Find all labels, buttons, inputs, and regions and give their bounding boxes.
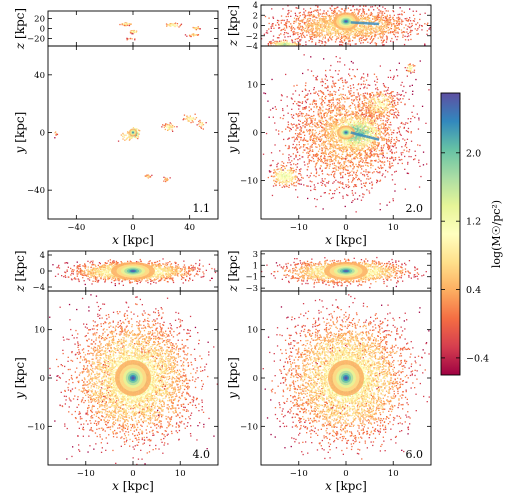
y-tick-label: 10: [247, 326, 258, 336]
z-axis-label: z [kpc]: [13, 8, 27, 50]
x-tick-label: 0: [130, 223, 135, 233]
y-tick-label: −3: [245, 284, 258, 294]
y-tick-label: 0: [40, 267, 45, 277]
y-axis-label: y [kpc]: [226, 357, 240, 400]
panel-label: 4.0: [193, 448, 211, 461]
y-tick-label: 0: [40, 129, 45, 139]
x-axis-label: x [kpc]: [325, 233, 367, 247]
y-tick-label: 0: [253, 22, 258, 32]
x-tick-label: −40: [67, 223, 85, 233]
colorbar-tick-label: 1.2: [466, 217, 481, 228]
face-on-map-2.0: [262, 54, 430, 213]
panel-4.0: −10 0 10 −10 0 10 y [kpc] x [kpc] 4.0 −4 0 4 z [kpc]: [13, 250, 219, 493]
y-tick-label: 1: [253, 261, 258, 271]
x-tick-label: 10: [175, 469, 186, 479]
y-tick-label: −20: [27, 35, 45, 45]
x-tick-label: −10: [290, 469, 308, 479]
x-tick-label: 10: [388, 223, 399, 233]
edge-on-map-4.0: [48, 258, 217, 287]
panel-label: 2.0: [406, 202, 424, 215]
y-tick-label: 4: [40, 251, 45, 261]
y-tick-label: 40: [34, 71, 45, 81]
y-tick-label: 2: [253, 11, 258, 21]
x-tick-label: 0: [343, 223, 348, 233]
edge-on-map-2.0: [261, 5, 431, 46]
colorbar-tick-label: 2.0: [466, 148, 481, 159]
colorbar: −0.4 0.4 1.2 2.0 log(M☉/pc²): [440, 92, 503, 376]
x-tick-label: −10: [77, 469, 95, 479]
y-tick-label: 0: [253, 129, 258, 139]
y-axis-label: y [kpc]: [13, 357, 27, 400]
x-tick-label: −10: [290, 223, 308, 233]
axes-frame: [47, 10, 219, 47]
y-tick-label: 10: [34, 326, 45, 336]
panel-label: 6.0: [406, 448, 424, 461]
colorbar-scale: [440, 92, 461, 376]
x-axis-label: x [kpc]: [112, 233, 154, 247]
edge-on-map-1.1: [119, 22, 201, 41]
x-tick-label: 0: [343, 469, 348, 479]
panel-label: 1.1: [193, 202, 211, 215]
x-tick-label: 40: [184, 223, 195, 233]
y-axis-label: y [kpc]: [226, 112, 240, 155]
x-tick-label: 0: [130, 469, 135, 479]
y-tick-label: 0: [253, 374, 258, 384]
x-axis-label: x [kpc]: [325, 479, 367, 493]
y-tick-label: 0: [40, 374, 45, 384]
colorbar-label: log(M☉/pc²): [490, 200, 503, 268]
face-on-map-1.1: [54, 113, 207, 183]
x-tick-label: 10: [388, 469, 399, 479]
y-axis-label: y [kpc]: [13, 112, 27, 155]
colorbar-tick-label: −0.4: [466, 353, 489, 364]
face-on-map-4.0: [49, 294, 218, 465]
y-tick-label: 4: [253, 1, 258, 11]
y-tick-label: −4: [245, 42, 258, 52]
y-tick-label: 0: [40, 25, 45, 35]
y-tick-label: −4: [32, 283, 45, 293]
face-on-map-6.0: [262, 294, 430, 460]
y-tick-label: 10: [247, 80, 258, 90]
colorbar-tick-label: 0.4: [466, 285, 481, 296]
z-axis-label: z [kpc]: [13, 250, 27, 292]
y-tick-label: −10: [240, 177, 258, 187]
y-tick-label: −10: [240, 422, 258, 432]
y-tick-label: −2: [245, 32, 258, 42]
z-axis-label: z [kpc]: [226, 5, 240, 47]
x-axis-label: x [kpc]: [112, 479, 154, 493]
edge-on-map-6.0: [261, 256, 427, 289]
y-tick-label: 20: [34, 15, 45, 25]
y-tick-label: −40: [27, 186, 45, 196]
y-tick-label: −10: [27, 422, 45, 432]
y-tick-label: −1: [245, 273, 258, 283]
y-tick-label: 3: [253, 250, 258, 260]
panel-6.0: −10 0 10 −10 0 10 y [kpc] x [kpc] 6.0 −3−1 13 z [kp…: [226, 250, 432, 493]
z-axis-label: z [kpc]: [226, 250, 240, 292]
